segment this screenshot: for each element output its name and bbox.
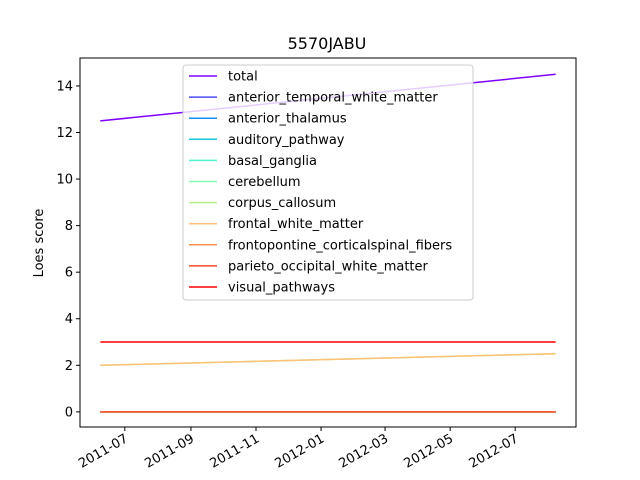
legend-label: total [228, 70, 258, 85]
y-tick-label: 10 [56, 173, 73, 188]
x-tick-label: 2011-07 [76, 431, 131, 471]
legend-label: corpus_callosum [228, 196, 336, 211]
plot-frame [79, 57, 577, 428]
legend-item: frontal_white_matter [189, 217, 364, 232]
legend: total anterior_temporal_white_matteranter… [182, 64, 474, 301]
y-axis: 0 2 4 6 8 10 12 14 [56, 79, 80, 420]
y-tick-label: 12 [56, 126, 73, 141]
x-axis: 2011-07 2011-09 2011-11 2012-01 2012-03 2012-… [76, 427, 521, 472]
x-tick-label: 2012-03 [337, 431, 392, 471]
legend-item: frontopontine_corticalspinal_fibers [189, 238, 452, 253]
series-line-frontal_white_matter [100, 352, 556, 367]
x-tick-label: 2011-09 [142, 431, 197, 471]
legend-item: auditory_pathway [189, 133, 345, 148]
legend-item: visual_pathways [189, 281, 335, 296]
y-tick-label: 14 [56, 79, 73, 94]
legend-label: visual_pathways [228, 281, 335, 296]
legend-label: anterior_thalamus [228, 112, 347, 127]
legend-item: total [189, 70, 258, 85]
legend-item: parieto_occipital_white_matter [189, 259, 429, 274]
legend-label: cerebellum [228, 175, 301, 190]
y-tick-label: 0 [65, 405, 73, 420]
legend-item: anterior_temporal_white_matter [189, 91, 438, 106]
legend-label: basal_ganglia [228, 154, 317, 169]
series-layer [100, 73, 556, 413]
chart-title: 5570JABU [288, 34, 367, 53]
legend-item: corpus_callosum [189, 196, 336, 211]
legend-label: frontopontine_corticalspinal_fibers [228, 238, 452, 253]
y-tick-label: 6 [65, 266, 73, 281]
x-tick-label: 2011-11 [207, 431, 262, 471]
y-tick-label: 4 [65, 312, 73, 327]
legend-label: frontal_white_matter [228, 217, 364, 232]
x-tick-label: 2012-01 [273, 431, 328, 471]
y-tick-label: 8 [65, 219, 73, 234]
y-axis-label: Loes score [32, 209, 47, 278]
legend-item: basal_ganglia [189, 154, 317, 169]
legend-label: parieto_occipital_white_matter [228, 259, 429, 274]
legend-box [182, 64, 474, 301]
x-tick-label: 2012-05 [402, 431, 457, 471]
legend-label: auditory_pathway [228, 133, 345, 148]
legend-label: anterior_temporal_white_matter [228, 91, 438, 106]
legend-item: anterior_thalamus [189, 112, 347, 127]
y-tick-label: 2 [65, 359, 73, 374]
x-tick-label: 2012-07 [467, 431, 522, 471]
legend-item: cerebellum [189, 175, 301, 190]
